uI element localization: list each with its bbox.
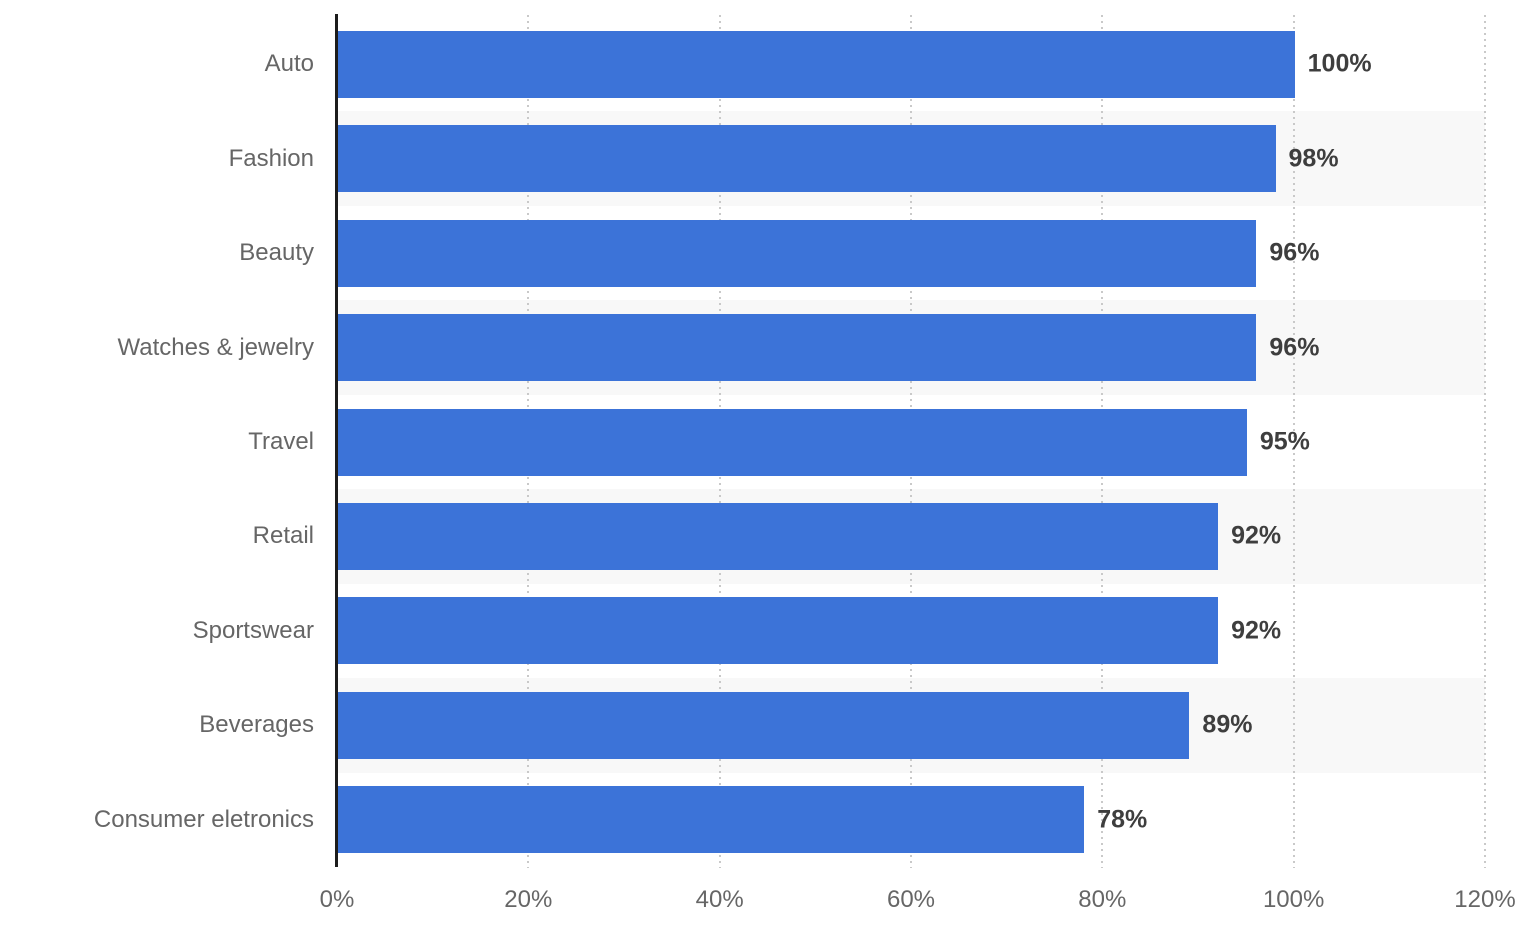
bar-value-label: 92% [1231,521,1282,550]
gridline-120 [1484,15,1486,868]
x-tick-label: 60% [886,886,936,913]
y-axis-line [335,14,338,867]
bar-value-label: 96% [1269,238,1320,267]
x-tick-label: 0% [319,886,355,913]
category-label: Auto [264,50,314,78]
bar-value-label: 96% [1269,333,1320,362]
category-label: Sportswear [192,616,314,644]
x-tick-label: 40% [695,886,744,913]
category-label: Fashion [228,144,314,172]
bar-value-label: 98% [1288,144,1339,173]
bar-fashion[interactable] [338,125,1276,193]
category-label: Watches & jewelry [117,333,315,361]
bar-watches-jewelry[interactable] [338,314,1257,382]
bar-beauty[interactable] [338,219,1257,287]
bar-value-label: 95% [1259,427,1310,456]
bar-consumer-eletronics[interactable] [338,786,1085,854]
x-tick-label: 120% [1454,886,1516,913]
bar-value-label: 100% [1307,49,1372,78]
category-label: Retail [252,522,314,550]
gridline-100 [1292,15,1295,868]
category-label: Consumer eletronics [93,805,314,833]
bar-value-label: 92% [1231,616,1282,645]
x-tick-label: 80% [1078,886,1127,913]
bar-retail[interactable] [338,502,1219,570]
bar-sportswear[interactable] [338,597,1219,665]
bar-beverages[interactable] [338,691,1190,759]
bar-value-label: 89% [1202,710,1253,739]
x-tick-label: 100% [1262,886,1325,913]
bar-travel[interactable] [338,408,1247,476]
category-label: Beverages [199,711,314,739]
bar-value-label: 78% [1097,805,1148,834]
bar-auto[interactable] [338,30,1295,98]
x-tick-label: 20% [504,886,553,913]
category-label: Travel [248,427,314,455]
category-label: Beauty [239,239,314,267]
